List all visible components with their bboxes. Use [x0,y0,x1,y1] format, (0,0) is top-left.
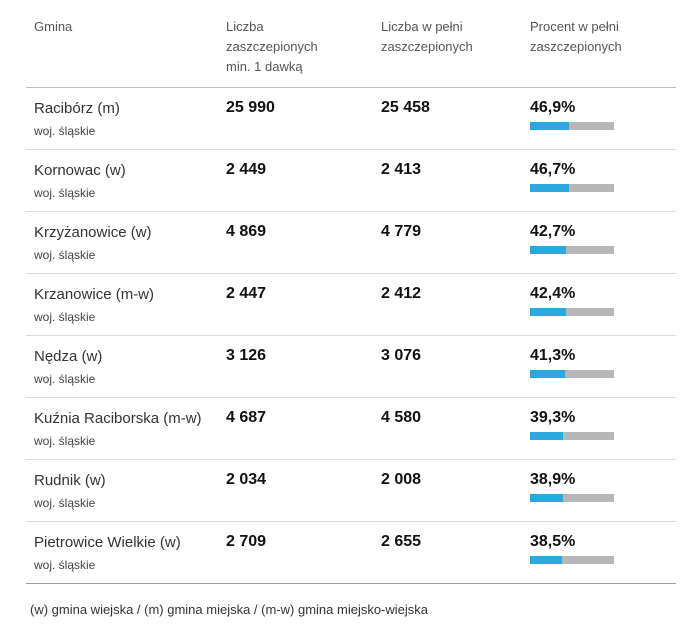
percent-value: 42,7% [530,223,576,240]
table-header: Gmina Liczba zaszczepionych min. 1 dawką… [26,0,676,88]
first-dose-count: 4 687 [226,409,267,426]
percent-bar-fill [530,308,566,316]
percent-bar-fill [530,494,563,502]
table-row: Pietrowice Wielkie (w) woj. śląskie 2 70… [26,522,676,584]
percent-value: 42,4% [530,285,576,302]
voivodeship-label: woj. śląskie [34,124,96,138]
percent-bar [530,122,614,130]
percent-value: 41,3% [530,347,576,364]
gmina-name: Kornowac (w) [34,162,126,179]
percent-bar-fill [530,432,563,440]
voivodeship-label: woj. śląskie [34,558,96,572]
percent-value: 46,7% [530,161,576,178]
legend-footnote: (w) gmina wiejska / (m) gmina miejska / … [30,602,429,617]
percent-bar [530,184,614,192]
percent-bar-fill [530,122,570,130]
table-row: Kornowac (w) woj. śląskie 2 449 2 413 46… [26,150,676,212]
fully-vaccinated-count: 2 655 [381,533,422,550]
table-row: Racibórz (m) woj. śląskie 25 990 25 458 … [26,88,676,150]
header-first-dose: Liczba zaszczepionych min. 1 dawką [226,19,318,74]
voivodeship-label: woj. śląskie [34,372,96,386]
percent-bar [530,308,614,316]
table-row: Rudnik (w) woj. śląskie 2 034 2 008 38,9… [26,460,676,522]
voivodeship-label: woj. śląskie [34,248,96,262]
header-gmina: Gmina [34,19,73,34]
header-fully-vaccinated: Liczba w pełni zaszczepionych [381,19,473,54]
percent-bar-fill [530,556,563,564]
vaccination-table: Gmina Liczba zaszczepionych min. 1 dawką… [26,0,676,584]
percent-bar [530,432,614,440]
voivodeship-label: woj. śląskie [34,186,96,200]
gmina-name: Racibórz (m) [34,100,120,117]
fully-vaccinated-count: 3 076 [381,347,422,364]
header-percent: Procent w pełni zaszczepionych [530,19,622,54]
percent-bar [530,494,614,502]
gmina-name: Krzyżanowice (w) [34,224,152,241]
percent-bar-fill [530,184,570,192]
fully-vaccinated-count: 2 008 [381,471,422,488]
percent-bar [530,556,614,564]
percent-value: 46,9% [530,99,576,116]
fully-vaccinated-count: 4 580 [381,409,422,426]
first-dose-count: 4 869 [226,223,267,240]
voivodeship-label: woj. śląskie [34,496,96,510]
fully-vaccinated-count: 2 413 [381,161,422,178]
percent-bar [530,246,614,254]
gmina-name: Krzanowice (m-w) [34,286,155,303]
percent-value: 38,5% [530,533,576,550]
percent-bar-fill [530,246,566,254]
table-row: Krzyżanowice (w) woj. śląskie 4 869 4 77… [26,212,676,274]
percent-bar-fill [530,370,565,378]
gmina-name: Rudnik (w) [34,472,106,489]
voivodeship-label: woj. śląskie [34,434,96,448]
table-row: Krzanowice (m-w) woj. śląskie 2 447 2 41… [26,274,676,336]
first-dose-count: 3 126 [226,347,267,364]
fully-vaccinated-count: 2 412 [381,285,422,302]
first-dose-count: 2 034 [226,471,267,488]
first-dose-count: 2 449 [226,161,267,178]
first-dose-count: 2 447 [226,285,267,302]
gmina-name: Nędza (w) [34,348,103,365]
gmina-name: Pietrowice Wielkie (w) [34,534,181,551]
percent-value: 38,9% [530,471,576,488]
fully-vaccinated-count: 4 779 [381,223,422,240]
voivodeship-label: woj. śląskie [34,310,96,324]
table-row: Kuźnia Raciborska (m-w) woj. śląskie 4 6… [26,398,676,460]
table-row: Nędza (w) woj. śląskie 3 126 3 076 41,3% [26,336,676,398]
first-dose-count: 25 990 [226,99,275,116]
first-dose-count: 2 709 [226,533,267,550]
gmina-name: Kuźnia Raciborska (m-w) [34,410,202,427]
fully-vaccinated-count: 25 458 [381,99,430,116]
percent-bar [530,370,614,378]
percent-value: 39,3% [530,409,576,426]
